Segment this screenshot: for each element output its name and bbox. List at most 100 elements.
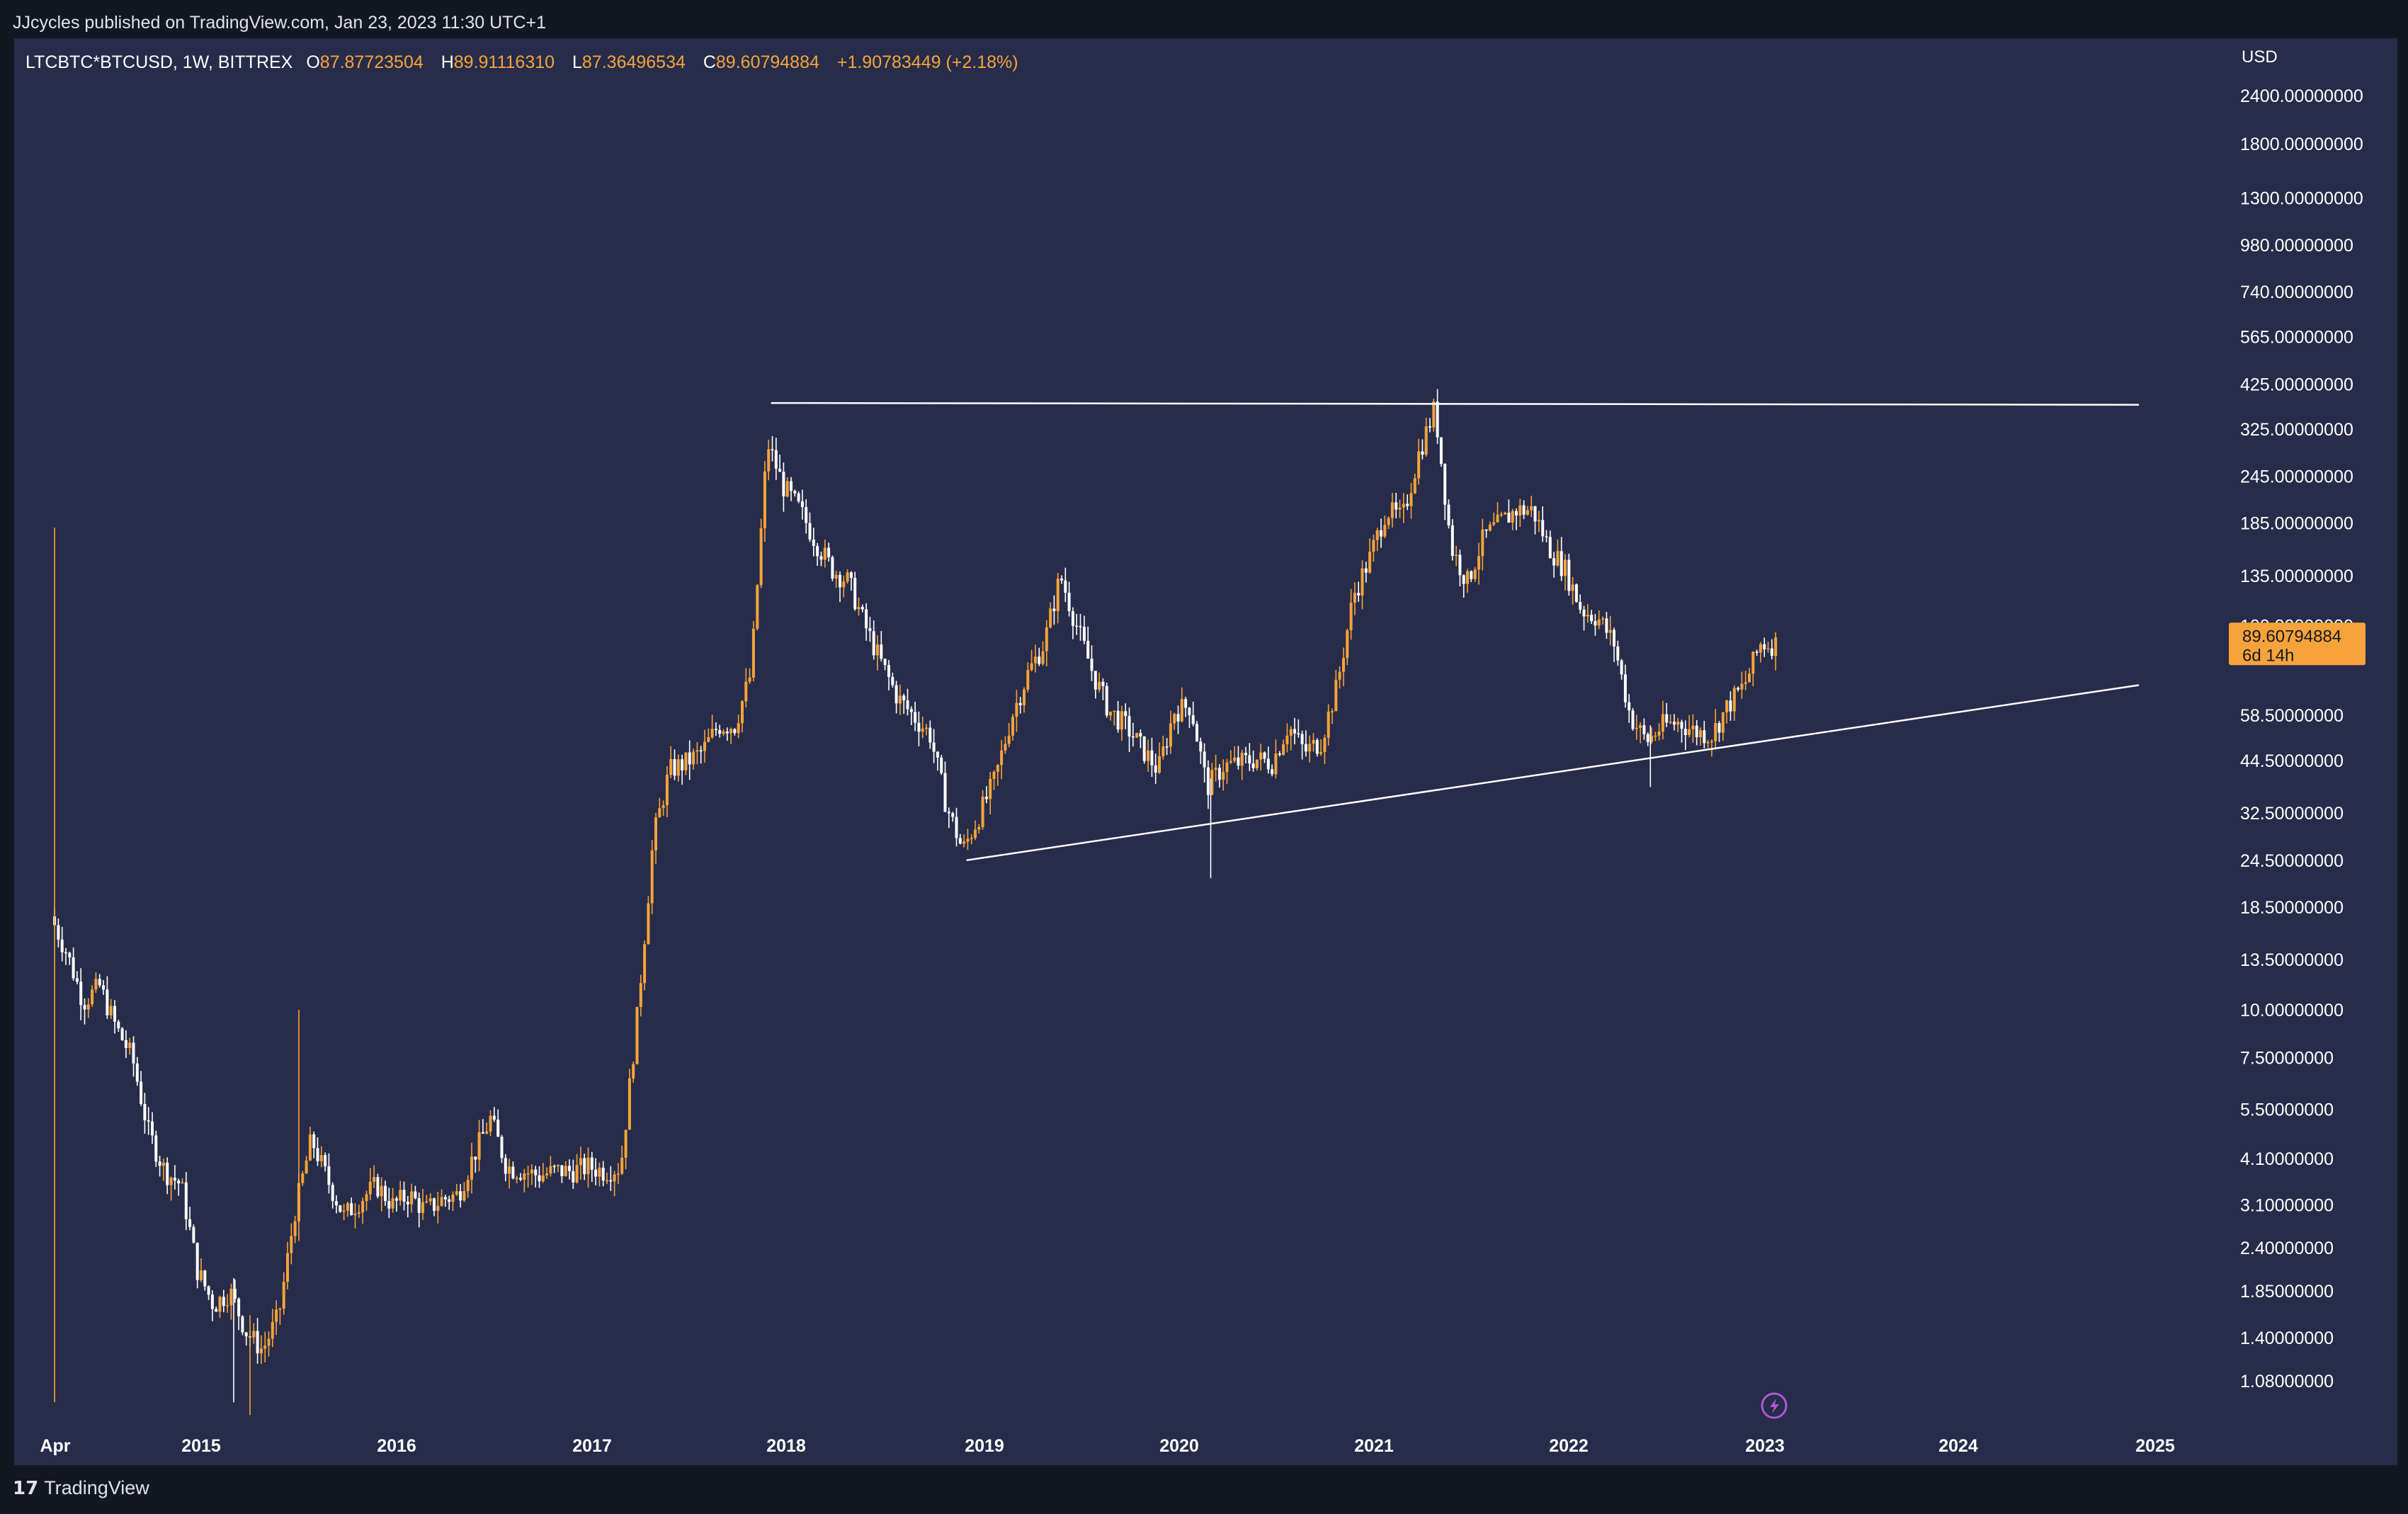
candle-body [1113,710,1116,712]
candle-body [1597,619,1601,626]
candle-body [1560,551,1563,576]
candle-body [106,989,109,1015]
candle-body [414,1191,417,1198]
candle-body [819,556,823,560]
candle-body [1319,752,1323,754]
candle-body [1526,510,1529,515]
candle-body [921,728,924,732]
candle-body [1537,520,1540,522]
candle-body [1488,524,1492,531]
candle-body [955,816,958,838]
x-tick-label: 2025 [2135,1436,2175,1456]
candle-body [823,547,827,560]
y-tick-label: 4.10000000 [2240,1149,2334,1169]
candle-body [586,1157,590,1175]
candle-body [880,644,883,659]
candle-body [778,468,782,472]
candle-body [606,1180,608,1182]
candle-body [154,1135,158,1162]
candle-body [872,631,875,656]
candle-body [1259,752,1263,760]
candle-body [1176,714,1180,722]
candle-body [1706,742,1710,744]
candle-body [1450,525,1454,557]
candle-body [1515,511,1518,516]
candle-body [962,841,966,844]
candle-body [1586,615,1589,617]
candle-body [1470,571,1473,579]
candle-body [1417,451,1421,479]
y-tick-label: 3.10000000 [2240,1196,2334,1216]
candle-body [1650,736,1653,742]
candle-body [1206,767,1210,795]
candle-body [1484,529,1488,531]
candle-body [1759,644,1762,653]
candle-body [808,523,812,540]
candle-body [1217,768,1221,780]
candle-body [1439,437,1443,465]
candle-body [932,742,936,752]
candle-body [1432,402,1436,428]
candle-body [316,1148,319,1161]
candle-body [147,1120,150,1122]
candle-body [1361,568,1364,596]
candle-body [410,1191,414,1205]
candle-body [75,978,79,982]
candle-body [215,1309,218,1312]
candle-body [489,1115,492,1132]
candle-body [173,1178,176,1181]
candle-body [1628,702,1631,711]
x-tick-label: 2024 [1938,1436,1978,1456]
candle-body [639,983,642,1007]
candle-body [1654,735,1657,737]
candle-body [1000,750,1004,765]
candle-body [226,1305,229,1307]
candle-body [132,1042,135,1064]
candle-body [1710,741,1713,743]
candle-body [1188,707,1191,716]
candle-body [222,1297,225,1307]
y-tick-label: 44.50000000 [2240,751,2344,771]
candle-body [140,1081,143,1104]
open-label: O [306,52,320,72]
low-label: L [572,52,582,72]
candle-body [1458,554,1462,576]
candle-body [1436,402,1439,438]
candle-body [1631,710,1635,729]
candle-body [868,628,872,632]
candle-body [1278,753,1281,755]
candle-body [368,1181,372,1195]
x-tick-label: 2019 [965,1436,1004,1456]
candle-body [380,1185,383,1197]
candle-body [725,732,729,734]
candle-body [1124,711,1128,717]
candle-body [1395,502,1398,510]
candle-body [827,547,831,557]
candle-body [500,1137,504,1159]
candle-body [1552,558,1556,566]
candle-body [492,1115,496,1120]
candle-body [1094,671,1097,690]
candle-body [1244,753,1247,756]
candle-body [1590,615,1594,622]
symbol-label[interactable]: LTCBTC*BTCUSD, 1W, BITTREX [25,52,293,72]
candle-body [1443,464,1447,505]
candle-body [391,1198,394,1209]
candle-body [1165,746,1169,748]
tradingview-footer: 𝟭𝟳 TradingView [13,1477,149,1499]
candle-body [1579,602,1582,610]
candle-body [759,528,763,586]
candle-body [673,759,676,776]
y-tick-label: 10.00000000 [2240,1001,2344,1020]
candle-body [681,759,684,770]
candle-body [1033,656,1037,664]
candle-body [1462,575,1465,584]
time-axis: Apr 2015 2016 2017 2018 2019 2020 2021 2022 2023 2… [40,1436,2174,1456]
candle-body [290,1236,293,1253]
candle-body [970,838,973,839]
candle-body [699,750,703,751]
candle-body [1274,753,1278,775]
candle-body [572,1171,575,1183]
